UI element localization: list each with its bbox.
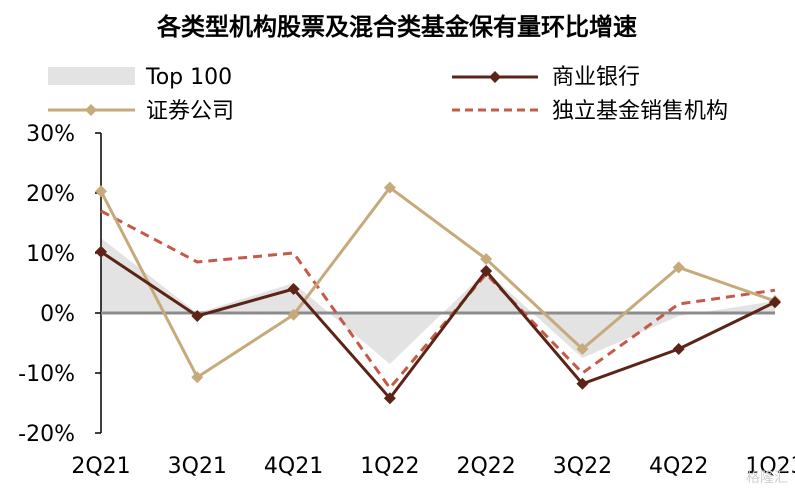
legend-swatch-top100 bbox=[48, 67, 135, 85]
marker-securities bbox=[287, 308, 300, 321]
marker-banks bbox=[576, 377, 589, 390]
legend-label-securities: 证券公司 bbox=[146, 99, 234, 124]
legend-label-banks: 商业银行 bbox=[552, 65, 640, 90]
x-tick-label: 2Q22 bbox=[456, 454, 515, 479]
y-tick-label: 20% bbox=[26, 182, 75, 207]
plot-area: -20% -10% 0% 10% 20% 30% 2Q21 3Q21 4Q21 1Q22 2Q22 3… bbox=[18, 122, 795, 479]
marker-securities bbox=[480, 253, 493, 265]
marker-banks bbox=[95, 245, 107, 258]
y-tick-label: 0% bbox=[40, 302, 75, 327]
legend-label-independent: 独立基金销售机构 bbox=[552, 99, 728, 124]
marker-securities bbox=[576, 343, 589, 355]
series-area-top100 bbox=[101, 238, 775, 364]
series-line-independent bbox=[100, 209, 776, 390]
y-tick-label: 10% bbox=[26, 242, 75, 267]
marker-securities bbox=[191, 371, 204, 384]
x-tick-label: 3Q22 bbox=[553, 454, 612, 479]
marker-banks bbox=[287, 283, 300, 295]
x-tick-label: 1Q22 bbox=[360, 454, 419, 479]
marker-securities bbox=[672, 261, 685, 274]
series-line-securities bbox=[99, 186, 776, 379]
marker-securities bbox=[95, 185, 107, 198]
x-tick-label: 2Q21 bbox=[71, 454, 130, 479]
watermark: 格隆汇 bbox=[746, 470, 788, 486]
legend-label-top100: Top 100 bbox=[145, 65, 232, 90]
marker-banks bbox=[480, 265, 493, 277]
y-tick-label: -20% bbox=[18, 422, 75, 447]
marker-banks bbox=[672, 343, 685, 355]
x-tick-label: 1Q23 bbox=[745, 454, 795, 479]
marker-securities bbox=[383, 181, 396, 194]
x-tick-label: 4Q21 bbox=[264, 454, 323, 479]
marker-banks bbox=[191, 310, 204, 322]
x-tick-label: 4Q22 bbox=[649, 454, 708, 479]
marker-banks bbox=[769, 296, 781, 309]
legend-marker-securities bbox=[85, 104, 97, 116]
legend-marker-banks bbox=[489, 71, 501, 83]
legend: Top 100 商业银行 证券公司 独立基金销售机构 bbox=[48, 65, 728, 124]
y-tick-label: 30% bbox=[26, 122, 75, 147]
y-tick-label: -10% bbox=[18, 362, 75, 387]
series-line-banks bbox=[100, 250, 776, 400]
marker-banks bbox=[383, 392, 396, 405]
x-tick-label: 3Q21 bbox=[168, 454, 227, 479]
chart-title: 各类型机构股票及混合类基金保有量环比增速 bbox=[156, 13, 637, 41]
